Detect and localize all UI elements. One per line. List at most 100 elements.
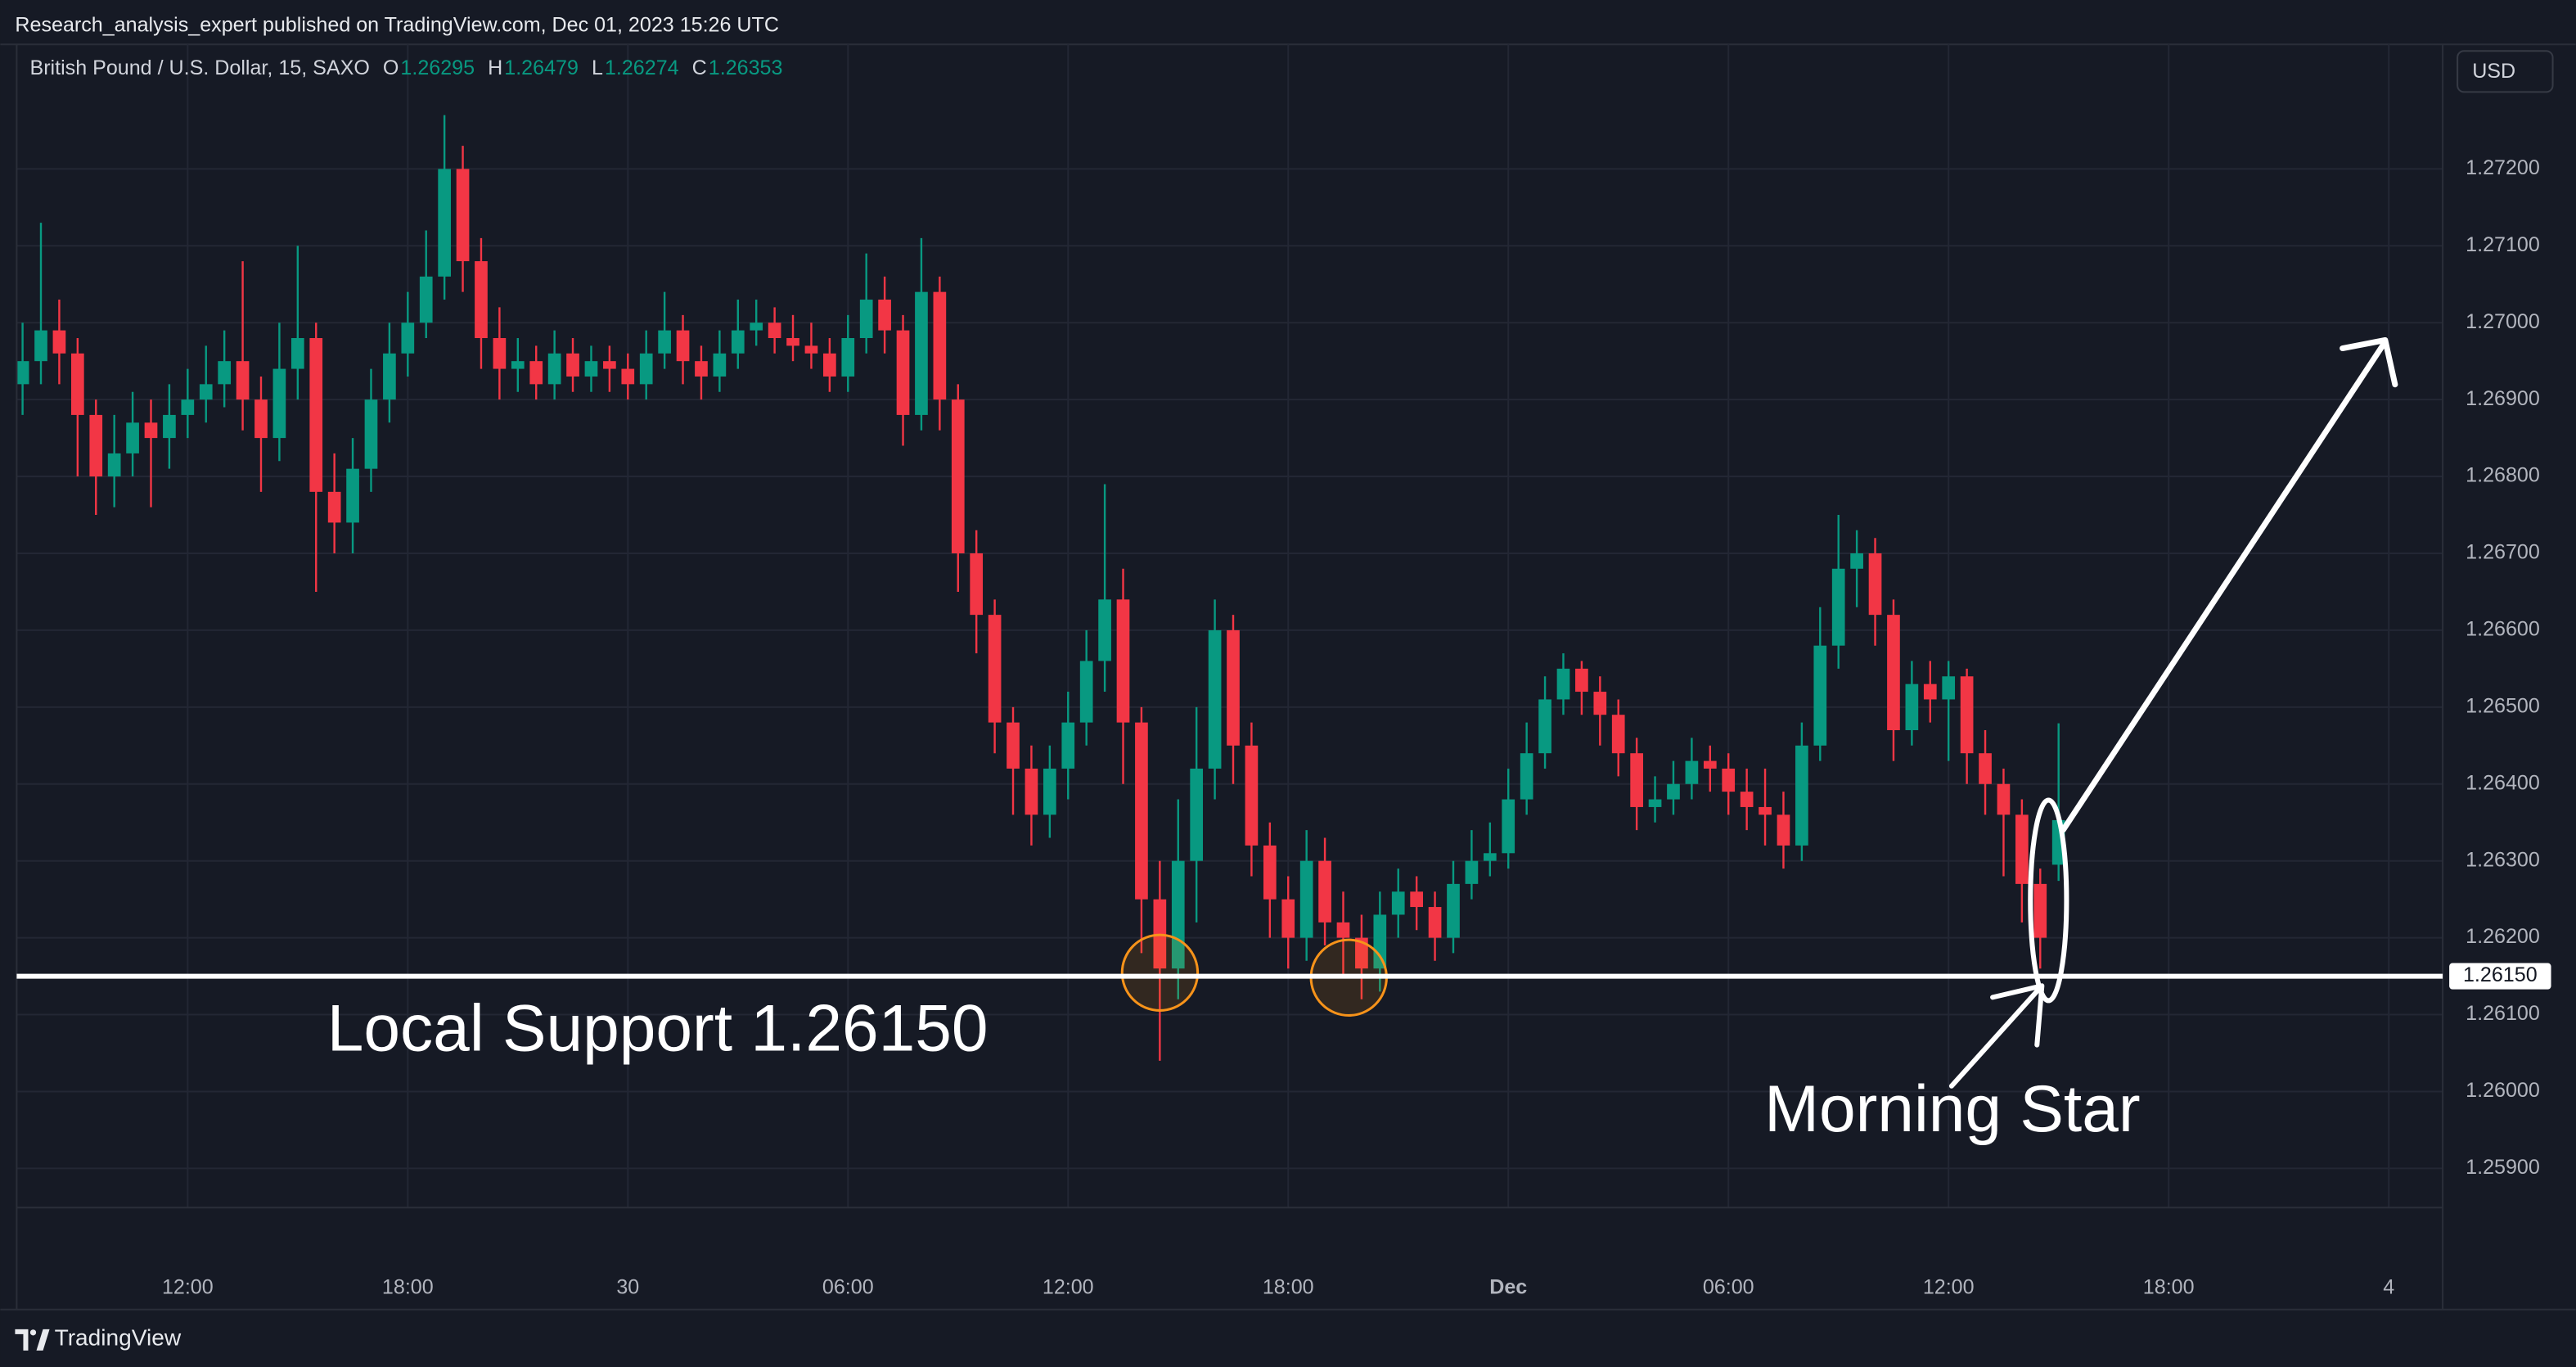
candle-body — [547, 353, 561, 385]
candle-body — [16, 361, 29, 385]
candle-body — [823, 353, 836, 377]
candle-body — [1135, 722, 1148, 900]
ohlc-value: 1.26274 — [605, 56, 679, 79]
candle-body — [1923, 684, 1937, 700]
candle-body — [1942, 676, 1956, 700]
candle-body — [181, 399, 195, 415]
x-tick-label: Dec — [1489, 1275, 1527, 1298]
y-tick-label: 1.26500 — [2466, 694, 2540, 717]
candle-body — [236, 361, 250, 400]
candle-body — [1777, 814, 1790, 846]
pattern-ellipse — [2028, 797, 2069, 1004]
currency-button[interactable] — [2457, 50, 2554, 93]
x-tick-label: 4 — [2383, 1275, 2394, 1298]
candle-body — [639, 353, 653, 385]
candle-body — [750, 323, 763, 331]
candle-body — [841, 337, 855, 377]
y-tick-label: 1.26300 — [2466, 848, 2540, 871]
candle-body — [1611, 715, 1625, 754]
candle-body — [951, 399, 965, 553]
candle-body — [34, 330, 47, 362]
candle-body — [1098, 599, 1111, 661]
candle-body — [1685, 760, 1699, 784]
candle-body — [419, 276, 433, 323]
candle-body — [52, 330, 66, 354]
candle-body — [1208, 629, 1222, 769]
candle-body — [309, 337, 323, 492]
y-tick-label: 1.27100 — [2466, 233, 2540, 256]
candle-body — [1447, 883, 1460, 938]
support-annotation: Local Support 1.26150 — [327, 992, 989, 1066]
candle-body — [493, 337, 507, 369]
candle-body — [290, 337, 304, 369]
candle-body — [768, 323, 781, 338]
symbol: British Pound / U.S. Dollar, 15, SAXO — [29, 56, 369, 79]
ohlc-value: 1.26479 — [504, 56, 579, 79]
y-tick-label: 1.26800 — [2466, 464, 2540, 487]
candle-body — [163, 414, 176, 439]
ohlc-label: L — [592, 56, 603, 79]
currency[interactable]: USD — [2472, 60, 2515, 83]
candle-body — [1318, 860, 1331, 923]
y-tick-label: 1.25900 — [2466, 1156, 2540, 1179]
candle-body — [1227, 629, 1240, 746]
candle-body — [1740, 792, 1754, 807]
candle-body — [1391, 891, 1405, 915]
candle-body — [383, 353, 396, 400]
highlight-circle — [1120, 933, 1200, 1012]
candle-body — [1703, 760, 1717, 769]
candle-body — [107, 453, 121, 477]
pattern-annotation: Morning Star — [1764, 1072, 2141, 1146]
candle-body — [1979, 753, 1992, 784]
candle-body — [1299, 860, 1313, 938]
candle-body — [1575, 668, 1588, 693]
y-tick-label: 1.26100 — [2466, 1002, 2540, 1025]
candle-body — [988, 615, 1002, 723]
candle-body — [786, 337, 799, 346]
candle-body — [70, 353, 84, 415]
y-tick-label: 1.26000 — [2466, 1079, 2540, 1102]
candle-body — [1190, 768, 1204, 861]
x-tick-label: 18:00 — [1263, 1275, 1314, 1298]
candle-body — [1722, 768, 1736, 792]
x-tick-label: 06:00 — [822, 1275, 874, 1298]
candle-body — [1905, 684, 1919, 731]
candle-body — [1997, 783, 2011, 815]
candle-body — [1483, 853, 1497, 861]
candle-body — [1648, 799, 1662, 807]
candle-body — [1630, 753, 1643, 807]
candle-body — [511, 361, 525, 369]
candle-body — [1355, 937, 1368, 969]
candle-body — [1813, 645, 1827, 746]
y-tick-label: 1.26600 — [2466, 618, 2540, 641]
candle-body — [438, 169, 451, 277]
candle-body — [1061, 722, 1075, 769]
candle-body — [1043, 768, 1056, 815]
candle-body — [144, 422, 158, 439]
candle-body — [878, 300, 891, 331]
candle-body — [1007, 722, 1020, 769]
candle-body — [970, 553, 984, 616]
candle-body — [566, 353, 579, 377]
logo-part — [15, 1329, 29, 1351]
candle-body — [1556, 668, 1570, 700]
candle-body — [475, 261, 488, 338]
support-price-label: 1.26150 — [2463, 963, 2538, 986]
candle-body — [1410, 891, 1424, 908]
y-tick-label: 1.26900 — [2466, 387, 2540, 410]
candle-body — [1025, 768, 1038, 815]
candle-body — [1428, 907, 1442, 938]
candle-body — [621, 368, 635, 385]
x-tick-label: 12:00 — [1043, 1275, 1094, 1298]
candle-body — [1593, 692, 1607, 715]
candle-body — [1795, 745, 1808, 846]
candle-body — [1336, 922, 1350, 938]
candle-body — [1868, 553, 1882, 616]
x-tick-label: 18:00 — [382, 1275, 434, 1298]
candle-body — [804, 345, 818, 354]
x-tick-label: 12:00 — [162, 1275, 214, 1298]
candle-body — [713, 353, 727, 377]
